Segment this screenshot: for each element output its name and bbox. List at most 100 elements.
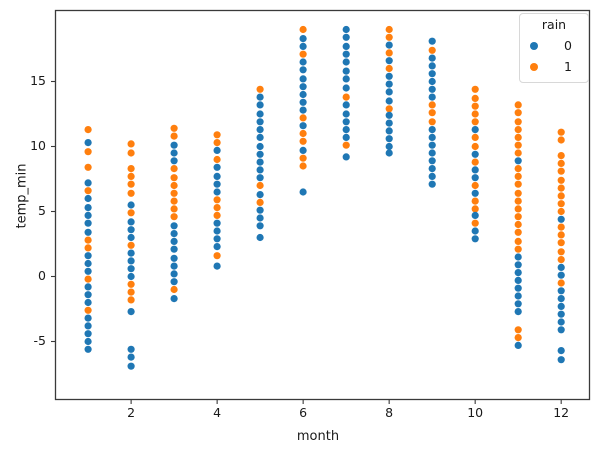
data-point [471, 158, 479, 166]
data-point [213, 139, 221, 147]
data-point [84, 337, 92, 346]
data-point [170, 174, 178, 182]
data-point [299, 58, 307, 66]
data-point [471, 133, 479, 141]
data-point [557, 167, 565, 175]
data-point [557, 136, 565, 144]
data-point [557, 326, 565, 334]
data-point [299, 75, 307, 83]
data-point [256, 101, 264, 109]
data-point [557, 184, 565, 192]
data-point [514, 157, 522, 165]
data-point [385, 105, 393, 113]
data-point [127, 218, 135, 226]
data-point [557, 207, 565, 216]
data-point [342, 141, 350, 149]
data-point [428, 70, 436, 78]
data-point [213, 211, 221, 219]
data-point [428, 149, 436, 157]
data-point [170, 237, 178, 245]
data-point [256, 110, 264, 118]
data-point [557, 200, 565, 208]
data-point [514, 237, 522, 245]
data-point [170, 295, 178, 303]
data-point [127, 172, 135, 180]
data-point [256, 126, 264, 134]
data-point [213, 188, 221, 196]
data-point [428, 180, 436, 188]
y-tick-label: -5 [33, 333, 46, 348]
data-point [213, 163, 221, 171]
data-point [299, 83, 307, 91]
data-point [342, 84, 350, 92]
data-point [127, 189, 135, 197]
data-point [514, 269, 522, 277]
data-point [256, 142, 264, 151]
data-point [213, 204, 221, 212]
data-point [127, 257, 135, 265]
data-point [514, 149, 522, 157]
data-point [299, 162, 307, 170]
data-point [342, 133, 350, 141]
data-point [471, 211, 479, 219]
data-point [385, 88, 393, 96]
data-point [256, 198, 264, 206]
data-point [385, 135, 393, 143]
data-point [342, 118, 350, 126]
data-point [342, 75, 350, 83]
data-point [256, 85, 264, 93]
data-point [170, 181, 178, 190]
data-point [84, 283, 92, 291]
data-point [84, 126, 92, 134]
data-point [557, 263, 565, 271]
data-point [256, 150, 264, 158]
data-point [170, 124, 178, 132]
data-point [514, 326, 522, 334]
data-point [428, 141, 436, 149]
plot-border [54, 9, 591, 401]
x-tick-label: 2 [127, 405, 136, 420]
data-point [514, 284, 522, 292]
data-point [127, 280, 135, 288]
y-tick-label: 5 [38, 203, 46, 218]
data-point [342, 101, 350, 109]
data-point [557, 239, 565, 247]
data-point [170, 197, 178, 205]
data-point [299, 25, 307, 34]
legend-entry-label: 0 [564, 38, 572, 53]
data-point [514, 220, 522, 229]
data-point [471, 110, 479, 118]
data-point [84, 179, 92, 187]
data-point [428, 101, 436, 109]
data-point [428, 109, 436, 117]
legend-entry-rain-0: 0 [520, 35, 588, 56]
data-point [256, 191, 264, 199]
data-point [471, 219, 479, 227]
data-point [84, 306, 92, 314]
data-point [342, 50, 350, 58]
data-point [514, 308, 522, 316]
data-point [557, 128, 565, 136]
data-point [213, 262, 221, 270]
data-point [84, 187, 92, 195]
data-point [557, 152, 565, 160]
legend-entry-rain-1: 1 [520, 56, 588, 77]
data-point [557, 295, 565, 303]
data-point [84, 252, 92, 260]
data-point [557, 310, 565, 318]
data-point [428, 46, 436, 54]
data-point [299, 50, 307, 58]
data-point [84, 204, 92, 212]
data-point [84, 275, 92, 283]
data-point [514, 300, 522, 308]
data-point [385, 80, 393, 88]
x-tick-label: 8 [385, 405, 394, 420]
data-point [299, 114, 307, 122]
data-point [213, 131, 221, 139]
data-point [170, 213, 178, 221]
data-point [127, 165, 135, 173]
data-point [557, 356, 565, 364]
data-point [170, 141, 178, 149]
data-point [170, 278, 178, 286]
